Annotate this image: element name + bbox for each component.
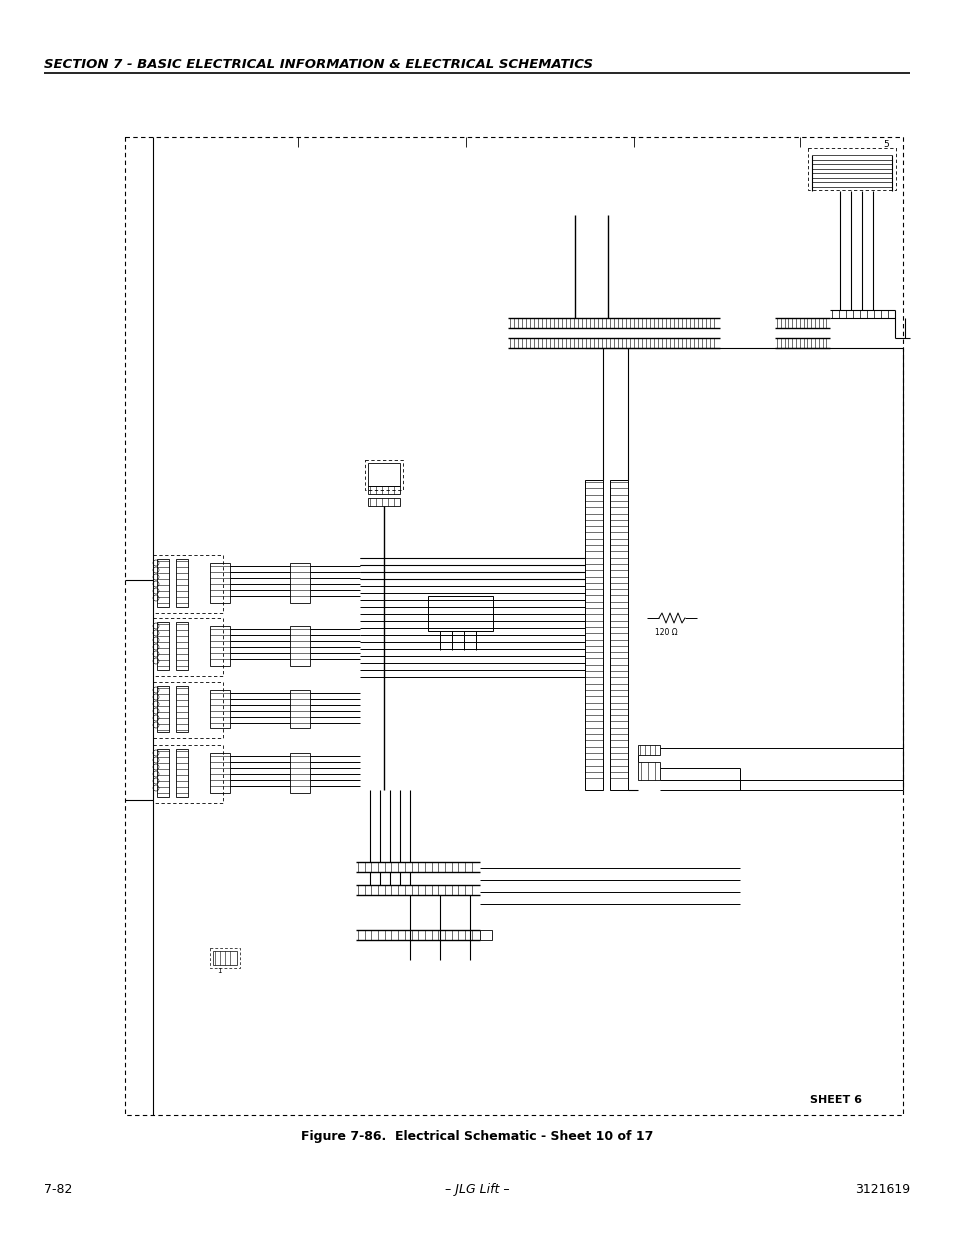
- Bar: [210, 753, 230, 793]
- Bar: [428, 597, 493, 631]
- Bar: [365, 459, 402, 490]
- Bar: [638, 762, 659, 781]
- Bar: [152, 555, 223, 613]
- Bar: [368, 463, 399, 487]
- Bar: [290, 563, 310, 603]
- Bar: [175, 622, 188, 671]
- Bar: [157, 748, 169, 797]
- Bar: [210, 563, 230, 603]
- Bar: [152, 745, 223, 803]
- Bar: [368, 498, 399, 506]
- Bar: [479, 930, 492, 940]
- Bar: [807, 148, 895, 190]
- Bar: [157, 622, 169, 671]
- Bar: [152, 618, 223, 676]
- Bar: [290, 690, 310, 727]
- Text: 3121619: 3121619: [854, 1183, 909, 1195]
- Text: – JLG Lift –: – JLG Lift –: [444, 1183, 509, 1195]
- Bar: [152, 682, 223, 739]
- Bar: [175, 559, 188, 606]
- Bar: [157, 559, 169, 606]
- Text: Figure 7-86.  Electrical Schematic - Sheet 10 of 17: Figure 7-86. Electrical Schematic - Shee…: [300, 1130, 653, 1144]
- Bar: [609, 480, 627, 790]
- Bar: [290, 626, 310, 666]
- Text: 1: 1: [216, 968, 221, 974]
- Bar: [213, 951, 236, 965]
- Bar: [210, 948, 240, 968]
- Bar: [638, 745, 659, 755]
- Bar: [210, 690, 230, 727]
- Text: SHEET 6: SHEET 6: [809, 1095, 862, 1105]
- Bar: [175, 685, 188, 732]
- Bar: [210, 626, 230, 666]
- Bar: [175, 748, 188, 797]
- Bar: [368, 487, 399, 494]
- Bar: [584, 480, 602, 790]
- Text: 120 Ω: 120 Ω: [655, 629, 677, 637]
- Text: SECTION 7 - BASIC ELECTRICAL INFORMATION & ELECTRICAL SCHEMATICS: SECTION 7 - BASIC ELECTRICAL INFORMATION…: [44, 58, 593, 70]
- Bar: [125, 137, 902, 1115]
- Text: 7-82: 7-82: [44, 1183, 72, 1195]
- Bar: [157, 685, 169, 732]
- Bar: [290, 753, 310, 793]
- Text: 5: 5: [882, 140, 888, 149]
